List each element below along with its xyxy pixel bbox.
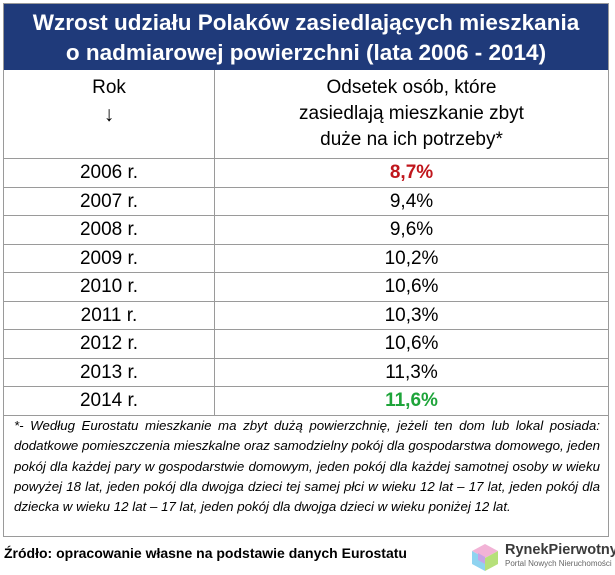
brand-logo: RynekPierwotny Portal Nowych Nieruchomoś… bbox=[469, 541, 615, 573]
table-row: 2014 r. 11,6% bbox=[4, 387, 608, 416]
year-cell: 2007 r. bbox=[4, 187, 215, 215]
table-frame: Wzrost udziału Polaków zasiedlających mi… bbox=[3, 3, 609, 537]
table-row: 2011 r. 10,3% bbox=[4, 301, 608, 330]
header-value-line-3: duże na ich potrzeby* bbox=[320, 129, 503, 150]
table-row: 2013 r. 11,3% bbox=[4, 358, 608, 387]
header-year-label: Rok bbox=[92, 77, 126, 98]
year-cell: 2010 r. bbox=[4, 273, 215, 301]
header-value-line-1: Odsetek osób, które bbox=[326, 77, 497, 98]
value-cell: 10,6% bbox=[384, 276, 439, 297]
year-cell: 2006 r. bbox=[4, 159, 215, 187]
value-cell: 10,6% bbox=[384, 333, 439, 354]
value-cell: 8,7% bbox=[389, 162, 434, 183]
table-header: Rok ↓ Odsetek osób, które zasiedlają mie… bbox=[4, 70, 608, 159]
down-arrow-icon: ↓ bbox=[103, 103, 115, 126]
year-cell: 2011 r. bbox=[4, 301, 215, 329]
header-value-line-2: zasiedlają mieszkanie zbyt bbox=[299, 103, 524, 124]
source-note: Źródło: opracowanie własne na podstawie … bbox=[4, 545, 407, 561]
title-line-2: o nadmiarowej powierzchni (lata 2006 - 2… bbox=[65, 40, 547, 65]
table-row: 2010 r. 10,6% bbox=[4, 273, 608, 302]
table-row: 2008 r. 9,6% bbox=[4, 216, 608, 245]
header-year-cell: Rok ↓ bbox=[4, 70, 215, 158]
value-cell: 9,4% bbox=[389, 190, 434, 212]
value-cell: 9,6% bbox=[389, 219, 434, 240]
value-cell: 10,3% bbox=[384, 304, 439, 326]
value-cell: 11,6% bbox=[385, 390, 438, 411]
table-row: 2007 r. 9,4% bbox=[4, 187, 608, 216]
logo-name: RynekPierwotny bbox=[505, 542, 615, 558]
value-cell: 10,2% bbox=[384, 247, 439, 269]
table-row: 2012 r. 10,6% bbox=[4, 330, 608, 359]
year-cell: 2008 r. bbox=[4, 216, 215, 244]
logo-cube-icon bbox=[472, 544, 498, 571]
table-body: 2006 r. 8,7% 2007 r. 9,4% 2008 r. 9,6% 2009 r.… bbox=[4, 159, 608, 416]
table-title: Wzrost udziału Polaków zasiedlających mi… bbox=[4, 4, 608, 70]
year-cell: 2009 r. bbox=[4, 244, 215, 272]
table-row: 2006 r. 8,7% bbox=[4, 159, 608, 188]
title-line-1: Wzrost udziału Polaków zasiedlających mi… bbox=[32, 10, 580, 35]
year-cell: 2012 r. bbox=[4, 330, 215, 358]
header-value-cell: Odsetek osób, które zasiedlają mieszkani… bbox=[215, 70, 608, 158]
year-cell: 2014 r. bbox=[4, 387, 215, 415]
footnote: *- Według Eurostatu mieszkanie ma zbyt d… bbox=[14, 418, 600, 515]
year-cell: 2013 r. bbox=[4, 358, 215, 386]
value-cell: 11,3% bbox=[385, 361, 438, 383]
logo-tagline: Portal Nowych Nieruchomości bbox=[505, 559, 612, 568]
table-row: 2009 r. 10,2% bbox=[4, 244, 608, 273]
